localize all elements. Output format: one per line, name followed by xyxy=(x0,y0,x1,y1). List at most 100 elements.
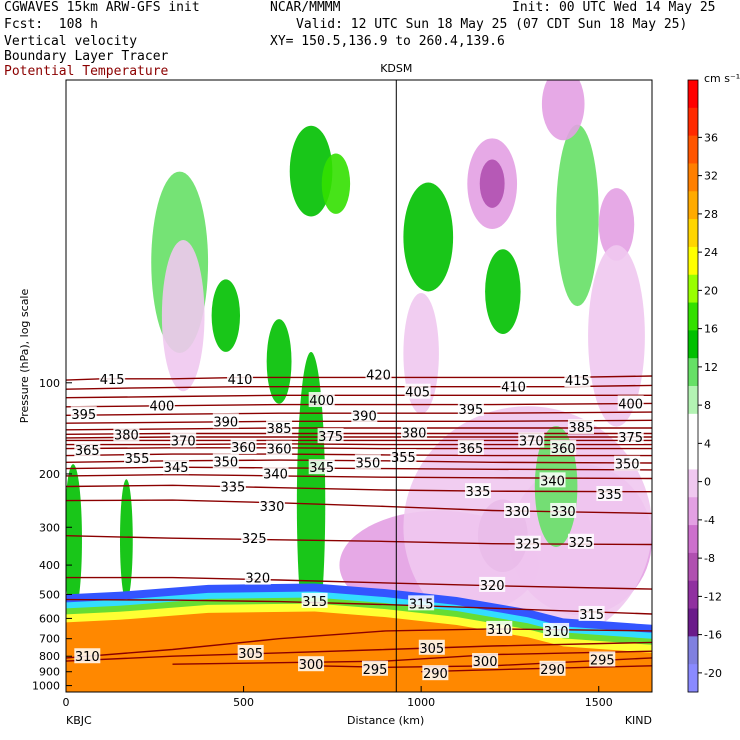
theta-label-bg xyxy=(230,439,257,455)
colorbar-swatch xyxy=(688,441,698,470)
theta-label: 335 xyxy=(221,480,246,495)
theta-label: 325 xyxy=(242,532,267,547)
theta-label: 335 xyxy=(466,485,491,500)
theta-label: 385 xyxy=(267,422,292,437)
colorbar-swatch xyxy=(688,552,698,582)
theta-label-bg xyxy=(567,419,594,435)
theta-label: 360 xyxy=(267,443,292,458)
y-tick-label: 100 xyxy=(39,377,60,390)
theta-label-bg xyxy=(298,656,325,672)
colorbar-swatch xyxy=(688,219,698,248)
velocity-region xyxy=(266,319,292,404)
theta-label-bg xyxy=(614,455,641,471)
colorbar-tick-label: 0 xyxy=(704,476,711,489)
theta-label-bg xyxy=(404,383,431,399)
colorbar-tick-label: 16 xyxy=(704,323,718,336)
colorbar-swatch xyxy=(688,497,698,526)
y-tick-label: 500 xyxy=(39,588,60,601)
colorbar-unit: cm s⁻¹ xyxy=(704,72,740,85)
theta-label-bg xyxy=(70,406,97,422)
colorbar-tick-label: -16 xyxy=(704,629,722,642)
theta-label: 380 xyxy=(402,427,427,442)
colorbar-tick-label: 28 xyxy=(704,208,718,221)
theta-contour-395 xyxy=(66,411,652,416)
theta-label-bg xyxy=(148,397,175,413)
theta-label-bg xyxy=(564,372,591,388)
y-tick-label: 200 xyxy=(39,468,60,481)
theta-label-bg xyxy=(457,400,484,416)
colorbar-swatch xyxy=(688,358,698,387)
theta-label: 300 xyxy=(299,658,324,673)
colorbar-swatch xyxy=(688,135,698,164)
theta-label: 330 xyxy=(551,505,576,520)
colorbar-swatch xyxy=(688,330,698,359)
theta-label-bg xyxy=(550,502,577,518)
theta-contour-290 xyxy=(421,665,652,673)
colorbar-swatch xyxy=(688,636,698,665)
theta-contour-385 xyxy=(66,427,652,431)
y-tick-label: 1000 xyxy=(32,680,60,693)
theta-label-bg xyxy=(617,428,644,444)
theta-label: 415 xyxy=(565,374,590,389)
plot-frame xyxy=(65,79,653,693)
theta-label-bg xyxy=(589,651,616,667)
theta-label: 325 xyxy=(515,538,540,553)
field-vertical-velocity: Vertical velocity xyxy=(4,34,138,49)
theta-label: 370 xyxy=(519,434,544,449)
colorbar-tick-label: 36 xyxy=(704,131,718,144)
theta-contour-320 xyxy=(66,576,652,590)
theta-label-bg xyxy=(262,465,289,481)
theta-label-bg xyxy=(504,502,531,518)
theta-label-bg xyxy=(550,439,577,455)
theta-label-bg xyxy=(237,644,264,660)
theta-label-bg xyxy=(351,407,378,423)
theta-label: 375 xyxy=(318,430,343,445)
colorbar-tick-label: 24 xyxy=(704,246,718,259)
theta-contour-340 xyxy=(66,473,652,480)
theta-label: 300 xyxy=(473,655,498,670)
colorbar-tick-label: -4 xyxy=(704,514,715,527)
velocity-region xyxy=(588,245,645,427)
colorbar-swatch xyxy=(688,302,698,331)
theta-label-bg xyxy=(317,428,344,444)
xy-coords: XY= 150.5,136.9 to 260.4,139.6 xyxy=(270,34,505,49)
theta-label: 290 xyxy=(540,663,565,678)
velocity-region xyxy=(556,124,599,307)
theta-label: 350 xyxy=(615,458,640,473)
theta-label-bg xyxy=(301,592,328,608)
theta-label: 290 xyxy=(423,667,448,682)
theta-label: 420 xyxy=(366,369,391,384)
init-time: Init: 00 UTC Wed 14 May 25 xyxy=(512,0,716,15)
x-tick-label: 0 xyxy=(63,696,70,709)
theta-label: 340 xyxy=(540,474,565,489)
theta-label-bg xyxy=(241,529,268,545)
theta-contour-335 xyxy=(66,484,652,493)
theta-label: 370 xyxy=(171,434,196,449)
colorbar-tick-label: 12 xyxy=(704,361,718,374)
x-tick-label: 500 xyxy=(233,696,254,709)
theta-label: 415 xyxy=(100,373,125,388)
colorbar-swatch xyxy=(688,80,698,109)
theta-label-bg xyxy=(472,653,499,669)
velocity-region xyxy=(289,125,333,217)
theta-label: 295 xyxy=(590,653,615,668)
theta-contour-380 xyxy=(66,432,652,435)
y-tick-label: 300 xyxy=(39,521,60,534)
theta-label-bg xyxy=(390,449,417,465)
theta-label-bg xyxy=(539,660,566,676)
colorbar-tick-label: -20 xyxy=(704,667,722,680)
theta-label-bg xyxy=(258,497,285,513)
theta-label: 335 xyxy=(597,488,622,503)
colorbar-swatch xyxy=(688,580,698,610)
theta-label-bg xyxy=(361,660,388,676)
theta-label: 315 xyxy=(302,595,327,610)
theta-label-bg xyxy=(543,622,570,638)
theta-label: 310 xyxy=(75,650,100,665)
marker-station-label: KDSM xyxy=(380,62,412,75)
theta-label: 305 xyxy=(419,642,444,657)
potential-temperature-contours xyxy=(66,375,652,673)
colorbar-swatch xyxy=(688,386,698,415)
left-station-label: KBJC xyxy=(66,714,92,727)
axes: 0 500 1000 15001002003004005006007008009001… xyxy=(18,62,652,727)
